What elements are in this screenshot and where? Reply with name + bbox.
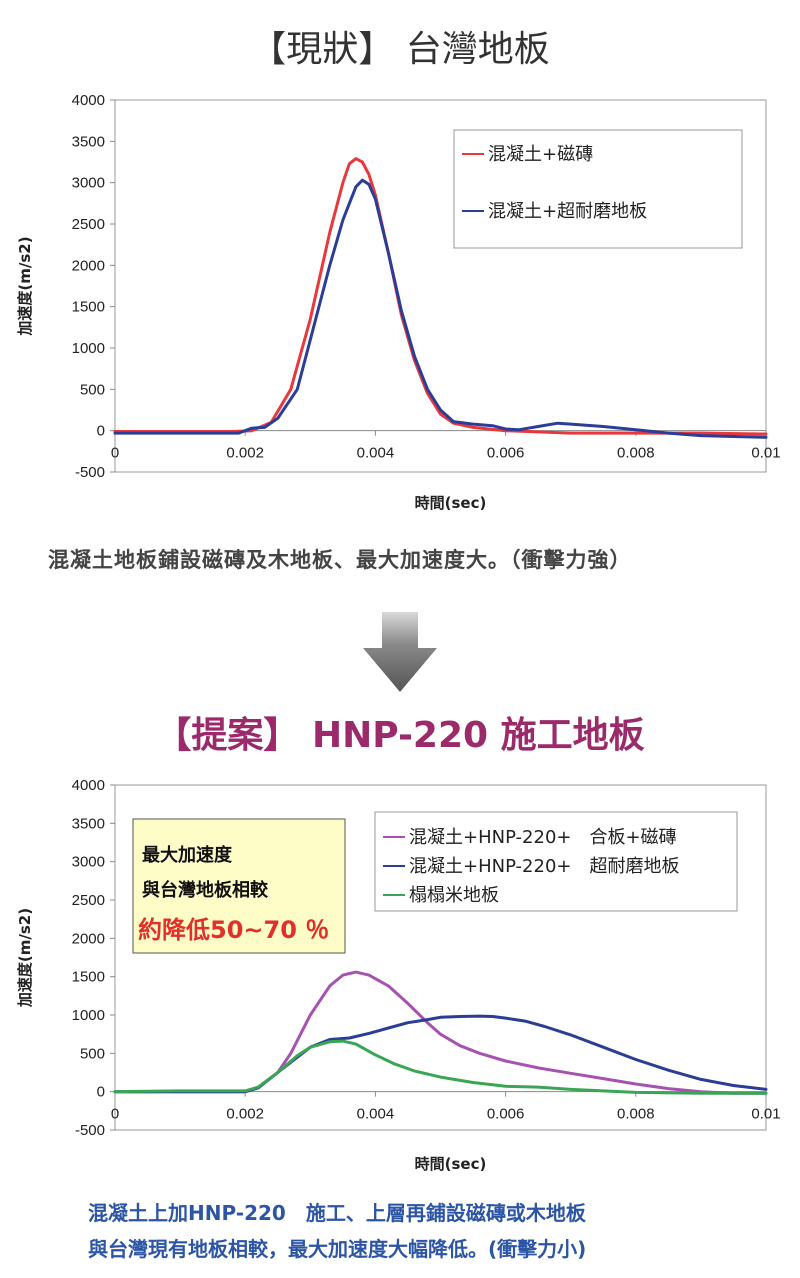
y-tick-label: 0 — [97, 423, 105, 440]
x-axis-label: 時間(sec) — [415, 1155, 487, 1173]
series-line — [113, 178, 768, 439]
series-line — [113, 157, 768, 436]
y-tick-label: 500 — [80, 1045, 105, 1062]
y-tick-label: 3000 — [72, 854, 105, 871]
legend-entry: 混凝土+HNP-220+ 合板+磁磚 — [409, 827, 677, 848]
y-tick-label: 2000 — [72, 257, 105, 274]
callout-line1: 最大加速度 — [142, 844, 233, 866]
x-tick-label: 0.002 — [226, 445, 264, 462]
series-line — [113, 1039, 768, 1095]
bottom-caption-line1: 混凝土上加HNP-220 施工、上層再鋪設磁磚或木地板 — [88, 1201, 586, 1225]
top-caption: 混凝土地板鋪設磁磚及木地板、最大加速度大。（衝擊力強） — [48, 548, 632, 572]
callout-background — [132, 818, 346, 954]
x-tick-label: 0 — [111, 445, 119, 462]
y-tick-label: 4000 — [72, 777, 105, 794]
x-tick-label: 0.006 — [487, 445, 525, 462]
y-tick-label: -500 — [75, 464, 105, 481]
y-tick-label: 2500 — [72, 892, 105, 909]
x-tick-label: 0 — [111, 1106, 119, 1123]
legend-entry: 混凝土+磁磚 — [488, 144, 593, 165]
bottom-caption-line2: 與台灣現有地板相較，最大加速度大幅降低。(衝擊力小) — [88, 1237, 587, 1261]
bottom-chart: -500 0 500 1000 1500 2000 2500 3000 3500 4000 0 0.0… — [16, 777, 781, 1173]
y-axis-label: 加速度(m/s2) — [16, 908, 34, 1008]
legend-box — [374, 811, 738, 912]
top-chart: -500 0 500 1000 1500 2000 2500 3000 3500 4000 0 0.0… — [16, 92, 781, 512]
y-tick-label: 1500 — [72, 299, 105, 316]
x-tick-label: 0.01 — [751, 445, 780, 462]
y-tick-label: 1500 — [72, 969, 105, 986]
y-tick-label: 2500 — [72, 216, 105, 233]
x-tick-label: 0.002 — [226, 1106, 264, 1123]
x-tick-label: 0.01 — [751, 1106, 780, 1123]
y-tick-label: 3500 — [72, 815, 105, 832]
y-tick-label: 0 — [97, 1084, 105, 1101]
callout-line3: 約降低50~70 ％ — [138, 916, 329, 944]
y-tick-label: -500 — [75, 1122, 105, 1139]
x-tick-label: 0.008 — [617, 445, 655, 462]
y-tick-label: 3000 — [72, 175, 105, 192]
bottom-title: 【提案】 HNP-220 施工地板 — [155, 715, 645, 756]
top-title: 【現狀】 台灣地板 — [250, 29, 550, 70]
y-tick-label: 500 — [80, 381, 105, 398]
x-tick-label: 0.008 — [617, 1106, 655, 1123]
y-tick-label: 2000 — [72, 930, 105, 947]
x-tick-label: 0.006 — [487, 1106, 525, 1123]
x-tick-label: 0.004 — [357, 445, 395, 462]
callout-line2: 與台灣地板相較 — [142, 879, 269, 901]
y-tick-label: 3500 — [72, 133, 105, 150]
legend-entry: 混凝土+HNP-220+ 超耐磨地板 — [409, 856, 679, 877]
y-tick-label: 4000 — [72, 92, 105, 109]
legend-box — [453, 129, 743, 249]
legend-entry: 混凝土+超耐磨地板 — [488, 201, 647, 222]
y-axis-label: 加速度(m/s2) — [16, 236, 34, 336]
y-tick-label: 1000 — [72, 1007, 105, 1024]
y-tick-label: 1000 — [72, 340, 105, 357]
x-axis-label: 時間(sec) — [415, 494, 487, 512]
series-line — [113, 970, 768, 1095]
x-tick-label: 0.004 — [357, 1106, 395, 1123]
down-arrow-icon — [363, 612, 437, 692]
legend-entry: 榻榻米地板 — [409, 885, 499, 906]
